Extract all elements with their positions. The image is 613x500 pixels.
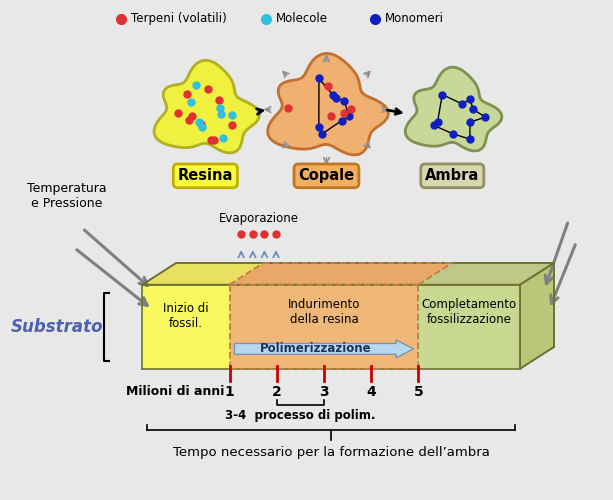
Text: Temperatura
e Pressione: Temperatura e Pressione bbox=[27, 182, 107, 210]
Text: Terpeni (volatili): Terpeni (volatili) bbox=[131, 12, 227, 25]
Text: Tempo necessario per la formazione dell’ambra: Tempo necessario per la formazione dell’… bbox=[173, 446, 490, 459]
Text: 1: 1 bbox=[225, 386, 234, 400]
Polygon shape bbox=[142, 284, 229, 368]
Text: Polimerizzazione: Polimerizzazione bbox=[259, 342, 371, 355]
Polygon shape bbox=[229, 263, 452, 284]
Polygon shape bbox=[142, 263, 264, 284]
Text: Substrato: Substrato bbox=[11, 318, 104, 336]
Text: Ambra: Ambra bbox=[425, 168, 479, 184]
Polygon shape bbox=[419, 284, 520, 368]
Polygon shape bbox=[419, 263, 554, 284]
Polygon shape bbox=[267, 54, 389, 155]
Text: Copale: Copale bbox=[299, 168, 354, 184]
Polygon shape bbox=[520, 263, 554, 368]
Text: 3: 3 bbox=[319, 386, 329, 400]
Polygon shape bbox=[154, 60, 259, 153]
Polygon shape bbox=[234, 340, 414, 358]
Text: Molecole: Molecole bbox=[276, 12, 328, 25]
Text: Milioni di anni: Milioni di anni bbox=[126, 386, 225, 398]
Text: 5: 5 bbox=[414, 386, 424, 400]
Text: Resina: Resina bbox=[178, 168, 233, 184]
Text: Indurimento
della resina: Indurimento della resina bbox=[288, 298, 360, 326]
Text: Inizio di
fossil.: Inizio di fossil. bbox=[163, 302, 209, 330]
Text: 4: 4 bbox=[367, 386, 376, 400]
Text: Completamento
fossilizzazione: Completamento fossilizzazione bbox=[422, 298, 517, 326]
Polygon shape bbox=[405, 67, 502, 151]
Text: Monomeri: Monomeri bbox=[384, 12, 444, 25]
Text: 2: 2 bbox=[272, 386, 281, 400]
Text: 3-4  processo di polim.: 3-4 processo di polim. bbox=[225, 409, 376, 422]
Polygon shape bbox=[229, 284, 419, 368]
Text: Evaporazione: Evaporazione bbox=[219, 212, 299, 225]
